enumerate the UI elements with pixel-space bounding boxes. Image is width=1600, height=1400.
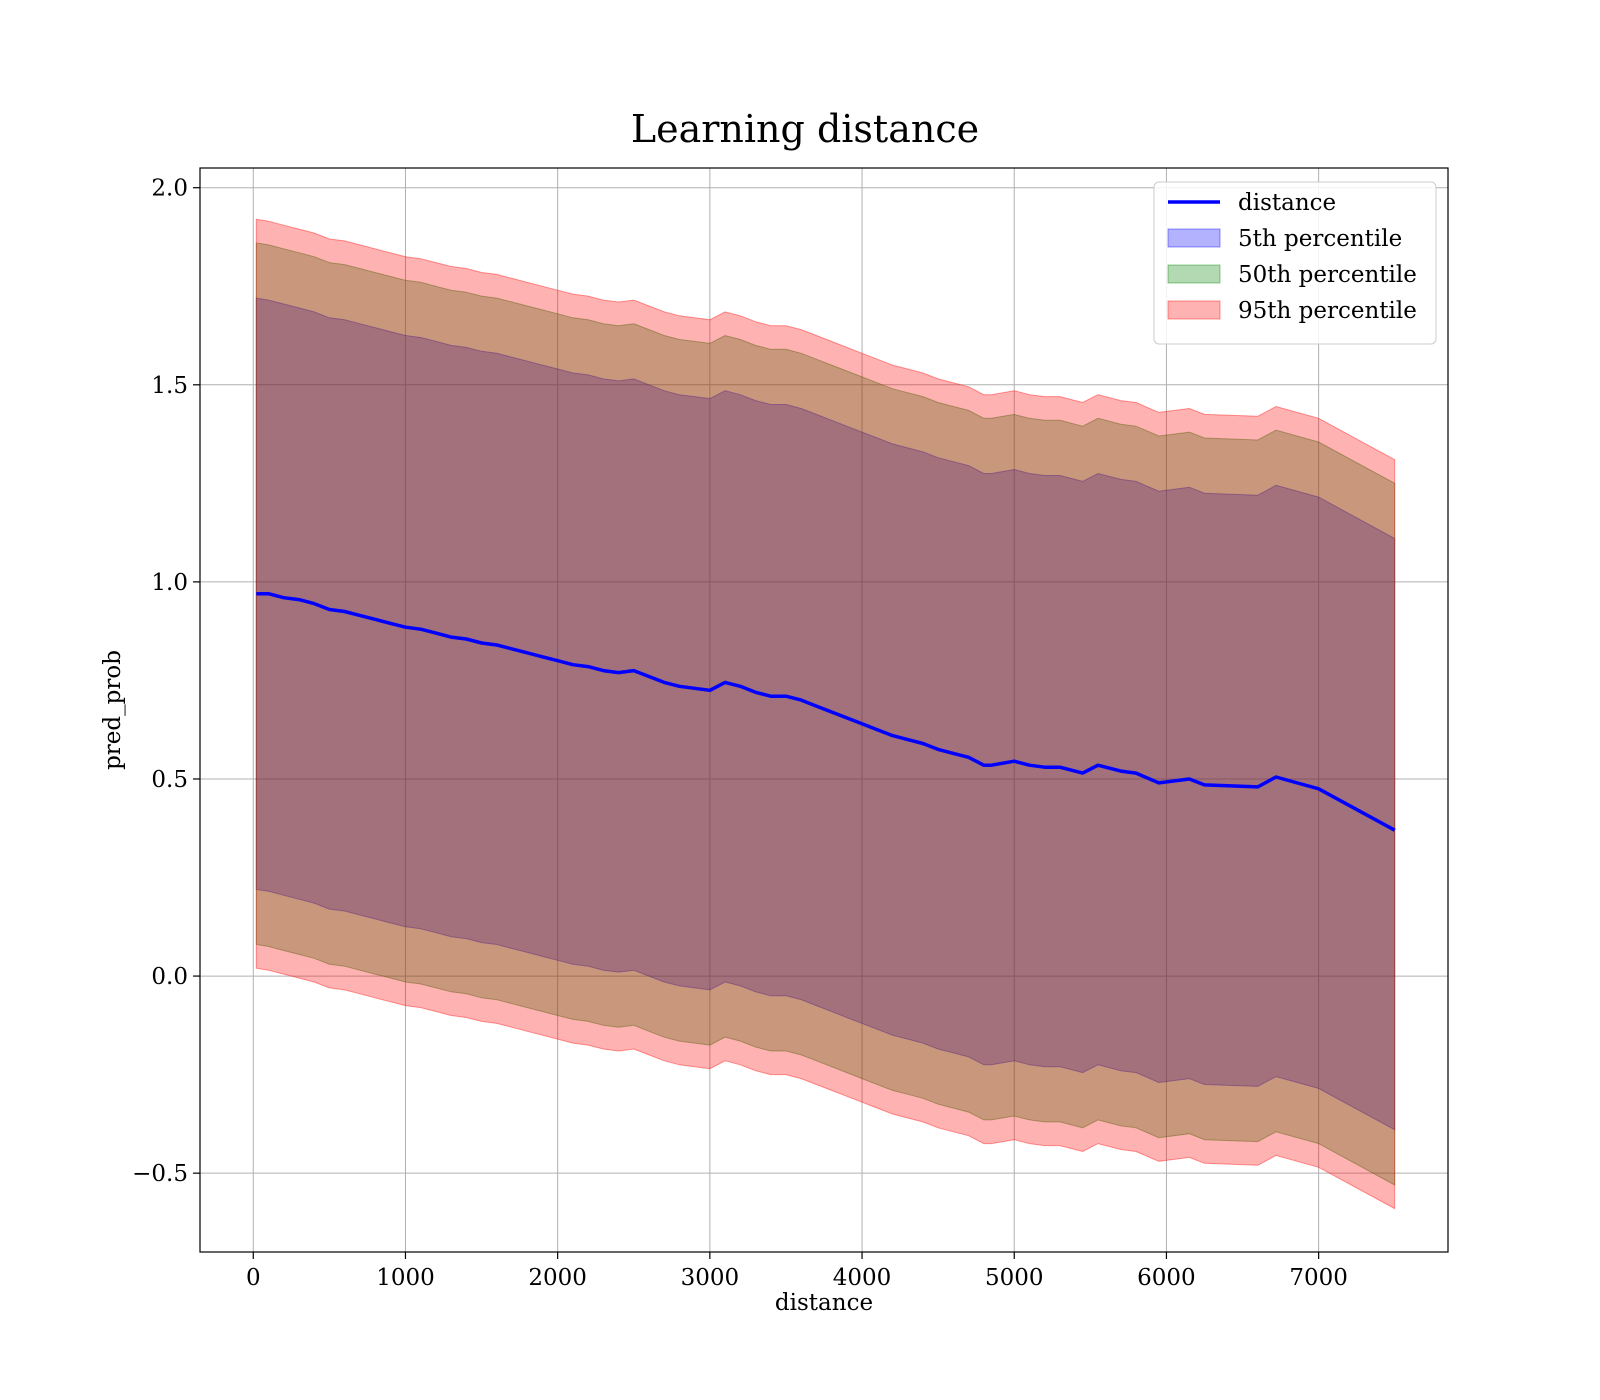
legend: distance 5th percentile 50th percentile 95t… bbox=[1153, 181, 1437, 345]
legend-swatch-50th-percentile bbox=[1167, 264, 1221, 284]
band-95th-percentile bbox=[255, 218, 1396, 1210]
legend-label-95th-percentile: 95th percentile bbox=[1238, 298, 1417, 324]
x-tick-label: 1000 bbox=[376, 1265, 435, 1291]
line-layer bbox=[256, 591, 1396, 832]
y-axis-label: pred_prob bbox=[100, 650, 126, 770]
y-tick-label: 1.0 bbox=[151, 570, 188, 596]
y-tick-label: 1.5 bbox=[151, 373, 188, 399]
plot-area-frame bbox=[199, 167, 1449, 1253]
x-tick-label: 0 bbox=[246, 1265, 261, 1291]
y-tick-label: 2.0 bbox=[151, 176, 188, 202]
legend-frame bbox=[1153, 181, 1437, 345]
x-tick-label: 7000 bbox=[1289, 1265, 1348, 1291]
x-tick-label: 2000 bbox=[528, 1265, 587, 1291]
band-50th-percentile bbox=[255, 242, 1396, 1186]
x-tick-label: 4000 bbox=[833, 1265, 892, 1291]
y-tick-label: −0.5 bbox=[132, 1161, 188, 1187]
legend-swatch-95th-percentile bbox=[1167, 300, 1221, 320]
y-ticks: −0.5 0.0 0.5 1.0 1.5 2.0 bbox=[132, 176, 200, 1187]
x-tick-label: 6000 bbox=[1137, 1265, 1196, 1291]
x-tick-label: 5000 bbox=[985, 1265, 1044, 1291]
y-tick-label: 0.0 bbox=[151, 964, 188, 990]
legend-label-5th-percentile: 5th percentile bbox=[1238, 226, 1402, 252]
x-ticks: 0 1000 2000 3000 4000 5000 6000 7000 bbox=[246, 1252, 1348, 1291]
x-axis-label: distance bbox=[775, 1290, 873, 1316]
legend-label-50th-percentile: 50th percentile bbox=[1238, 262, 1417, 288]
band-layer bbox=[255, 218, 1396, 1210]
series-line-distance bbox=[256, 591, 1396, 832]
x-tick-label: 3000 bbox=[681, 1265, 740, 1291]
legend-swatch-5th-percentile bbox=[1167, 228, 1221, 248]
y-tick-label: 0.5 bbox=[151, 767, 188, 793]
grid-layer bbox=[200, 168, 1448, 1252]
chart-title: Learning distance bbox=[631, 107, 979, 151]
band-5th-percentile bbox=[255, 297, 1396, 1131]
legend-label-distance: distance bbox=[1238, 190, 1336, 216]
